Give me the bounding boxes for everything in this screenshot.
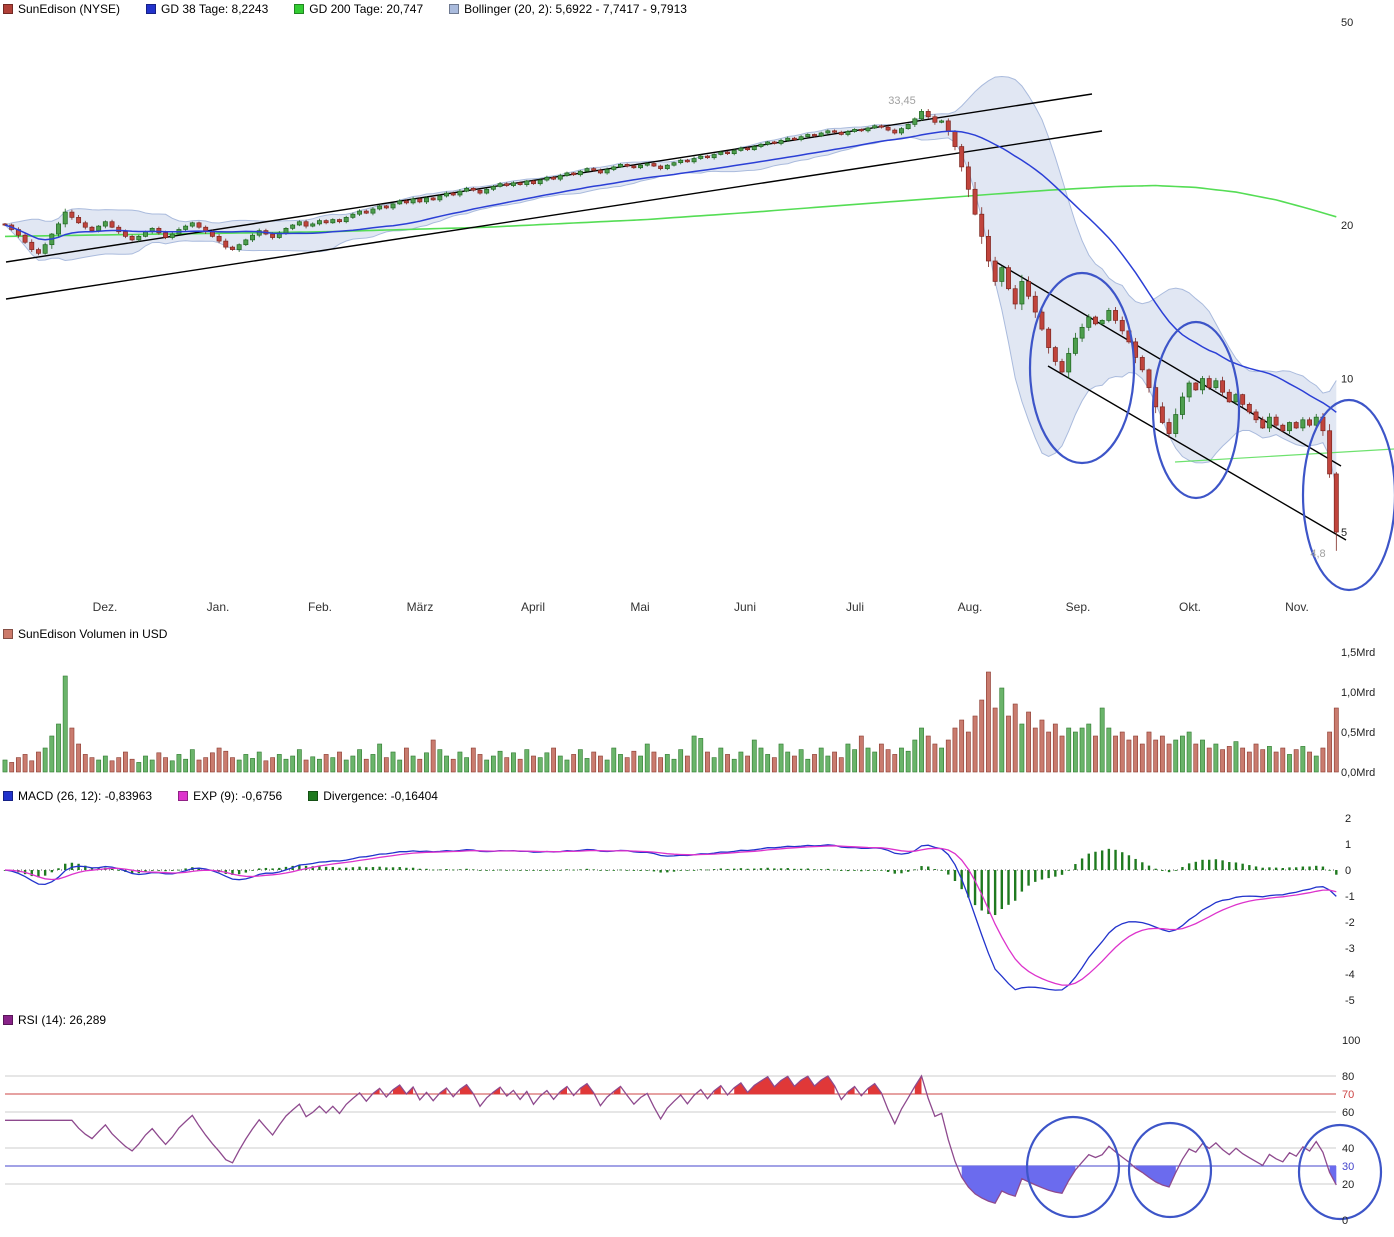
svg-text:0,0Mrd: 0,0Mrd [1341, 767, 1375, 779]
svg-text:4,8: 4,8 [1310, 548, 1325, 560]
svg-text:-3: -3 [1345, 943, 1355, 955]
volume-color-swatch [3, 629, 13, 639]
macd-legend: MACD (26, 12): -0,83963 EXP (9): -0,6756… [3, 789, 438, 803]
sunedison-color-swatch [3, 4, 13, 14]
svg-text:10: 10 [1341, 374, 1353, 386]
svg-text:1,0Mrd: 1,0Mrd [1341, 687, 1375, 699]
svg-text:Okt.: Okt. [1179, 600, 1201, 614]
svg-text:5: 5 [1341, 527, 1347, 539]
exp-color-swatch [178, 791, 189, 801]
volume-bars [2, 671, 1339, 773]
rsi-ellipses [1025, 1115, 1383, 1221]
volume-axis-labels: 1,5Mrd 1,0Mrd 0,5Mrd 0,0Mrd [1341, 647, 1375, 779]
svg-text:60: 60 [1342, 1107, 1354, 1119]
bollinger-band [4, 75, 1337, 489]
svg-text:0: 0 [1342, 1215, 1348, 1227]
svg-text:April: April [521, 600, 545, 614]
svg-text:März: März [407, 600, 434, 614]
gd200-line [4, 184, 1337, 238]
svg-text:Nov.: Nov. [1285, 600, 1309, 614]
svg-text:50: 50 [1341, 17, 1353, 29]
price-annotations: 33,45 4,8 [888, 95, 1325, 560]
svg-text:Dez.: Dez. [93, 600, 118, 614]
gd200-color-swatch [294, 4, 305, 14]
price-legend: SunEdison (NYSE) GD 38 Tage: 8,2243 GD 2… [3, 2, 687, 16]
gd200-label: GD 200 Tage: 20,747 [309, 2, 424, 16]
svg-text:1,5Mrd: 1,5Mrd [1341, 647, 1375, 659]
svg-text:33,45: 33,45 [888, 95, 916, 107]
rsi-axis-labels: 100 80 70 60 40 30 20 0 [1342, 1035, 1360, 1227]
svg-text:-4: -4 [1345, 969, 1355, 981]
svg-text:20: 20 [1342, 1179, 1354, 1191]
svg-text:30: 30 [1342, 1161, 1354, 1173]
gd38-label: GD 38 Tage: 8,2243 [161, 2, 269, 16]
bollinger-label: Bollinger (20, 2): 5,6922 - 7,7417 - 9,7… [464, 2, 687, 16]
sunedison-label: SunEdison (NYSE) [18, 2, 121, 16]
rsi-color-swatch [3, 1015, 13, 1025]
svg-text:Aug.: Aug. [958, 600, 983, 614]
rsi-legend: RSI (14): 26,289 [3, 1013, 106, 1027]
legend-item-sunedison: SunEdison (NYSE) [3, 2, 120, 16]
candlestick-series [2, 108, 1339, 551]
support-line [1174, 448, 1394, 463]
macd-axis-labels: 2 1 0 -1 -2 -3 -4 -5 [1345, 813, 1355, 1007]
svg-text:0,5Mrd: 0,5Mrd [1341, 727, 1375, 739]
divergence-histogram [3, 848, 1338, 916]
price-axis-labels: 50 20 10 5 [1341, 17, 1353, 539]
volume-legend: SunEdison Volumen in USD [3, 627, 167, 641]
rsi-label: RSI (14): 26,289 [18, 1013, 107, 1027]
rsi-line [5, 1074, 1337, 1204]
svg-text:Juni: Juni [734, 600, 756, 614]
rsi-grid [5, 1075, 1336, 1185]
svg-text:Mai: Mai [630, 600, 649, 614]
rsi-panel: 100 80 70 60 40 30 20 0 [5, 1035, 1383, 1227]
svg-text:Sep.: Sep. [1066, 600, 1091, 614]
divergence-label: Divergence: -0,16404 [323, 789, 438, 803]
legend-item-gd200: GD 200 Tage: 20,747 [294, 2, 423, 16]
legend-item-rsi: RSI (14): 26,289 [3, 1013, 106, 1027]
exp-line [4, 845, 1337, 986]
svg-text:80: 80 [1342, 1071, 1354, 1083]
svg-text:Juli: Juli [846, 600, 864, 614]
exp-label: EXP (9): -0,6756 [193, 789, 283, 803]
svg-text:100: 100 [1342, 1035, 1360, 1047]
rsi-fills [373, 1075, 1337, 1204]
svg-text:Feb.: Feb. [308, 600, 332, 614]
svg-text:0: 0 [1345, 865, 1351, 877]
divergence-color-swatch [308, 791, 319, 801]
svg-text:-1: -1 [1345, 891, 1355, 903]
gd38-line [4, 130, 1337, 413]
legend-item-bollinger: Bollinger (20, 2): 5,6922 - 7,7417 - 9,7… [449, 2, 687, 16]
svg-text:40: 40 [1342, 1143, 1354, 1155]
legend-item-macd: MACD (26, 12): -0,83963 [3, 789, 152, 803]
legend-item-volume: SunEdison Volumen in USD [3, 627, 167, 641]
macd-color-swatch [3, 791, 13, 801]
svg-text:-2: -2 [1345, 917, 1355, 929]
svg-text:20: 20 [1341, 220, 1353, 232]
legend-item-exp: EXP (9): -0,6756 [178, 789, 282, 803]
svg-text:Jan.: Jan. [207, 600, 230, 614]
macd-line [4, 844, 1337, 991]
svg-text:-5: -5 [1345, 995, 1355, 1007]
volume-panel: 1,5Mrd 1,0Mrd 0,5Mrd 0,0Mrd [2, 647, 1375, 779]
month-axis-labels: Dez. Jan. Feb. März April Mai Juni Juli Aug. Sep.… [93, 600, 1309, 614]
price-ellipses [1028, 271, 1394, 592]
svg-text:70: 70 [1342, 1089, 1354, 1101]
bollinger-color-swatch [449, 4, 460, 14]
svg-text:1: 1 [1345, 839, 1351, 851]
volume-label: SunEdison Volumen in USD [18, 627, 168, 641]
legend-item-divergence: Divergence: -0,16404 [308, 789, 438, 803]
legend-item-gd38: GD 38 Tage: 8,2243 [146, 2, 268, 16]
price-panel: 33,45 4,8 50 20 10 5 Dez. Jan. Feb. März April Ma… [2, 17, 1394, 614]
macd-label: MACD (26, 12): -0,83963 [18, 789, 153, 803]
svg-text:2: 2 [1345, 813, 1351, 825]
gd38-color-swatch [146, 4, 157, 14]
macd-panel: 2 1 0 -1 -2 -3 -4 -5 [3, 813, 1355, 1007]
